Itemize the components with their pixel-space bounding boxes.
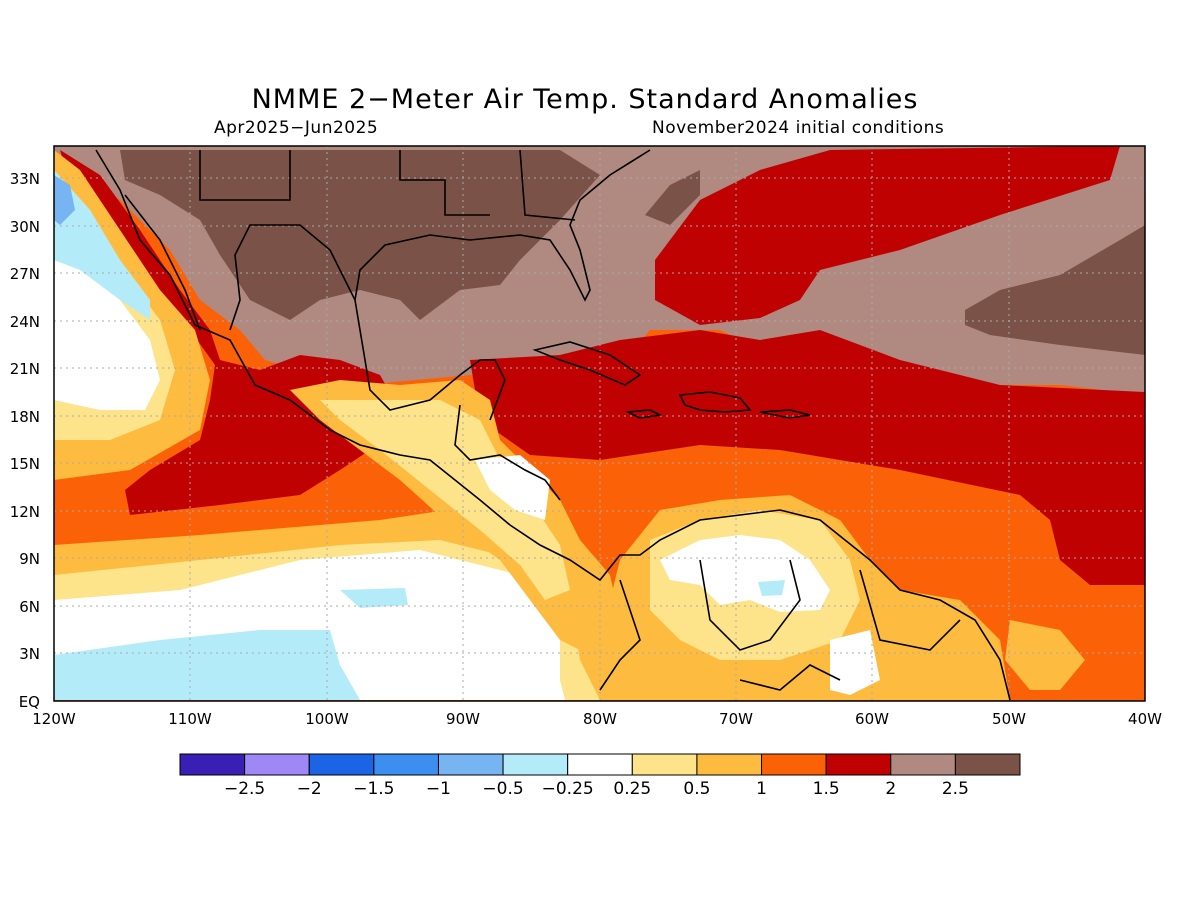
colorbar-swatch (696, 753, 763, 776)
lat-label: 33N (10, 170, 40, 188)
lon-label: 120W (32, 710, 76, 728)
lon-label: 70W (719, 710, 753, 728)
colorbar-swatch (179, 753, 246, 776)
colorbar-swatch (567, 753, 633, 776)
color-scale: −2.5 −2 −1.5 −1 −0.5 −0.25 0.25 0.5 1 1.5 2 2.5 (179, 753, 1021, 799)
lon-label: 80W (583, 710, 617, 728)
graticule (54, 146, 1145, 701)
colorbar-swatch (890, 753, 956, 776)
colorbar-label: −2.5 (224, 779, 265, 799)
lon-label: 50W (992, 710, 1026, 728)
colorbar-label: −1.5 (353, 779, 394, 799)
latitude-labels: 33N 30N 27N 24N 21N 18N 15N 12N 9N 6N 3N… (10, 170, 40, 711)
colorbar-label: −0.25 (542, 779, 594, 799)
lat-label: 3N (19, 645, 40, 663)
initial-conditions: November2024 initial conditions (652, 118, 945, 138)
lat-label: 12N (10, 503, 40, 521)
anomaly-field (54, 146, 1145, 701)
coastlines (95, 149, 1011, 701)
lat-label: 27N (10, 265, 40, 283)
lon-label: 60W (855, 710, 889, 728)
colorbar-label: 0.25 (613, 779, 651, 799)
map-title: NMME 2−Meter Air Temp. Standard Anomalie… (251, 84, 919, 115)
lat-label: 21N (10, 360, 40, 378)
lon-label: 110W (168, 710, 212, 728)
lat-label: 6N (19, 598, 40, 616)
lat-label: 15N (10, 455, 40, 473)
colorbar-label: −1 (426, 779, 451, 799)
colorbar-swatch (244, 753, 310, 776)
colorbar-label: −0.5 (482, 779, 523, 799)
longitude-labels: 120W 110W 100W 90W 80W 70W 60W 50W 40W (32, 710, 1162, 728)
colorbar-label: 1 (756, 779, 767, 799)
colorbar-label: −2 (297, 779, 322, 799)
lat-label: 24N (10, 313, 40, 331)
colorbar-label: 2 (885, 779, 896, 799)
colorbar-swatch (761, 753, 827, 776)
colorbar-label: 0.5 (683, 779, 710, 799)
lat-label: 9N (19, 550, 40, 568)
colorbar-swatch (437, 753, 504, 776)
colorbar-swatch (308, 753, 375, 776)
colorbar-swatch (373, 753, 439, 776)
colorbar-swatch (502, 753, 569, 776)
colorbar-swatch (631, 753, 698, 776)
lon-label: 40W (1128, 710, 1162, 728)
lat-label: EQ (19, 693, 40, 711)
lat-label: 18N (10, 408, 40, 426)
colorbar-swatch (954, 753, 1021, 776)
colorbar-swatch (825, 753, 892, 776)
map-frame (53, 145, 1146, 702)
lon-label: 100W (305, 710, 349, 728)
colorbar-label: 1.5 (813, 779, 840, 799)
colorbar-label: 2.5 (942, 779, 969, 799)
lat-label: 30N (10, 218, 40, 236)
lon-label: 90W (446, 710, 480, 728)
forecast-period: Apr2025−Jun2025 (214, 118, 379, 138)
